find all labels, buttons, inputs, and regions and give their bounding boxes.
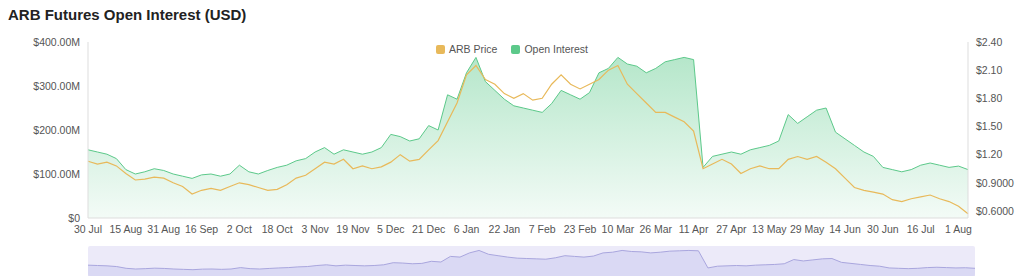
svg-text:1 Aug: 1 Aug: [945, 223, 972, 235]
svg-text:$0.6000: $0.6000: [976, 205, 1014, 217]
svg-text:$2.40: $2.40: [976, 36, 1002, 48]
svg-text:18 Oct: 18 Oct: [262, 223, 293, 235]
svg-text:$200.00M: $200.00M: [33, 124, 80, 136]
svg-text:16 Sep: 16 Sep: [185, 223, 218, 235]
svg-text:14 Jun: 14 Jun: [829, 223, 861, 235]
svg-text:31 Aug: 31 Aug: [147, 223, 180, 235]
svg-text:5 Dec: 5 Dec: [377, 223, 404, 235]
svg-text:27 Apr: 27 Apr: [716, 223, 747, 235]
svg-text:30 Jul: 30 Jul: [74, 223, 102, 235]
svg-text:3 Nov: 3 Nov: [301, 223, 329, 235]
svg-text:10 Mar: 10 Mar: [602, 223, 635, 235]
svg-text:$1.20: $1.20: [976, 148, 1002, 160]
svg-text:29 May: 29 May: [790, 223, 825, 235]
svg-text:7 Feb: 7 Feb: [529, 223, 556, 235]
html-text:ARB Price: ARB Price: [449, 43, 498, 55]
svg-text:$0: $0: [68, 212, 80, 224]
svg-text:22 Jan: 22 Jan: [489, 223, 521, 235]
svg-text:30 Jun: 30 Jun: [867, 223, 899, 235]
svg-text:13 May: 13 May: [752, 223, 787, 235]
svg-text:$1.50: $1.50: [976, 120, 1002, 132]
html-text:Open Interest: Open Interest: [524, 43, 588, 55]
svg-text:$2.10: $2.10: [976, 64, 1002, 76]
svg-text:$1.80: $1.80: [976, 92, 1002, 104]
svg-text:11 Apr: 11 Apr: [679, 223, 709, 235]
svg-text:21 Dec: 21 Dec: [412, 223, 445, 235]
svg-text:$100.00M: $100.00M: [33, 168, 80, 180]
svg-text:$400.00M: $400.00M: [33, 36, 80, 48]
svg-text:$0.9000: $0.9000: [976, 177, 1014, 189]
svg-text:2 Oct: 2 Oct: [227, 223, 252, 235]
svg-text:16 Jul: 16 Jul: [907, 223, 935, 235]
svg-text:$300.00M: $300.00M: [33, 80, 80, 92]
svg-text:23 Feb: 23 Feb: [564, 223, 597, 235]
svg-text:19 Nov: 19 Nov: [336, 223, 370, 235]
svg-text:6 Jan: 6 Jan: [454, 223, 480, 235]
html-text:ARB Futures Open Interest (USD: ARB Futures Open Interest (USD): [8, 6, 247, 23]
svg-text:26 Mar: 26 Mar: [639, 223, 672, 235]
svg-text:15 Aug: 15 Aug: [109, 223, 142, 235]
